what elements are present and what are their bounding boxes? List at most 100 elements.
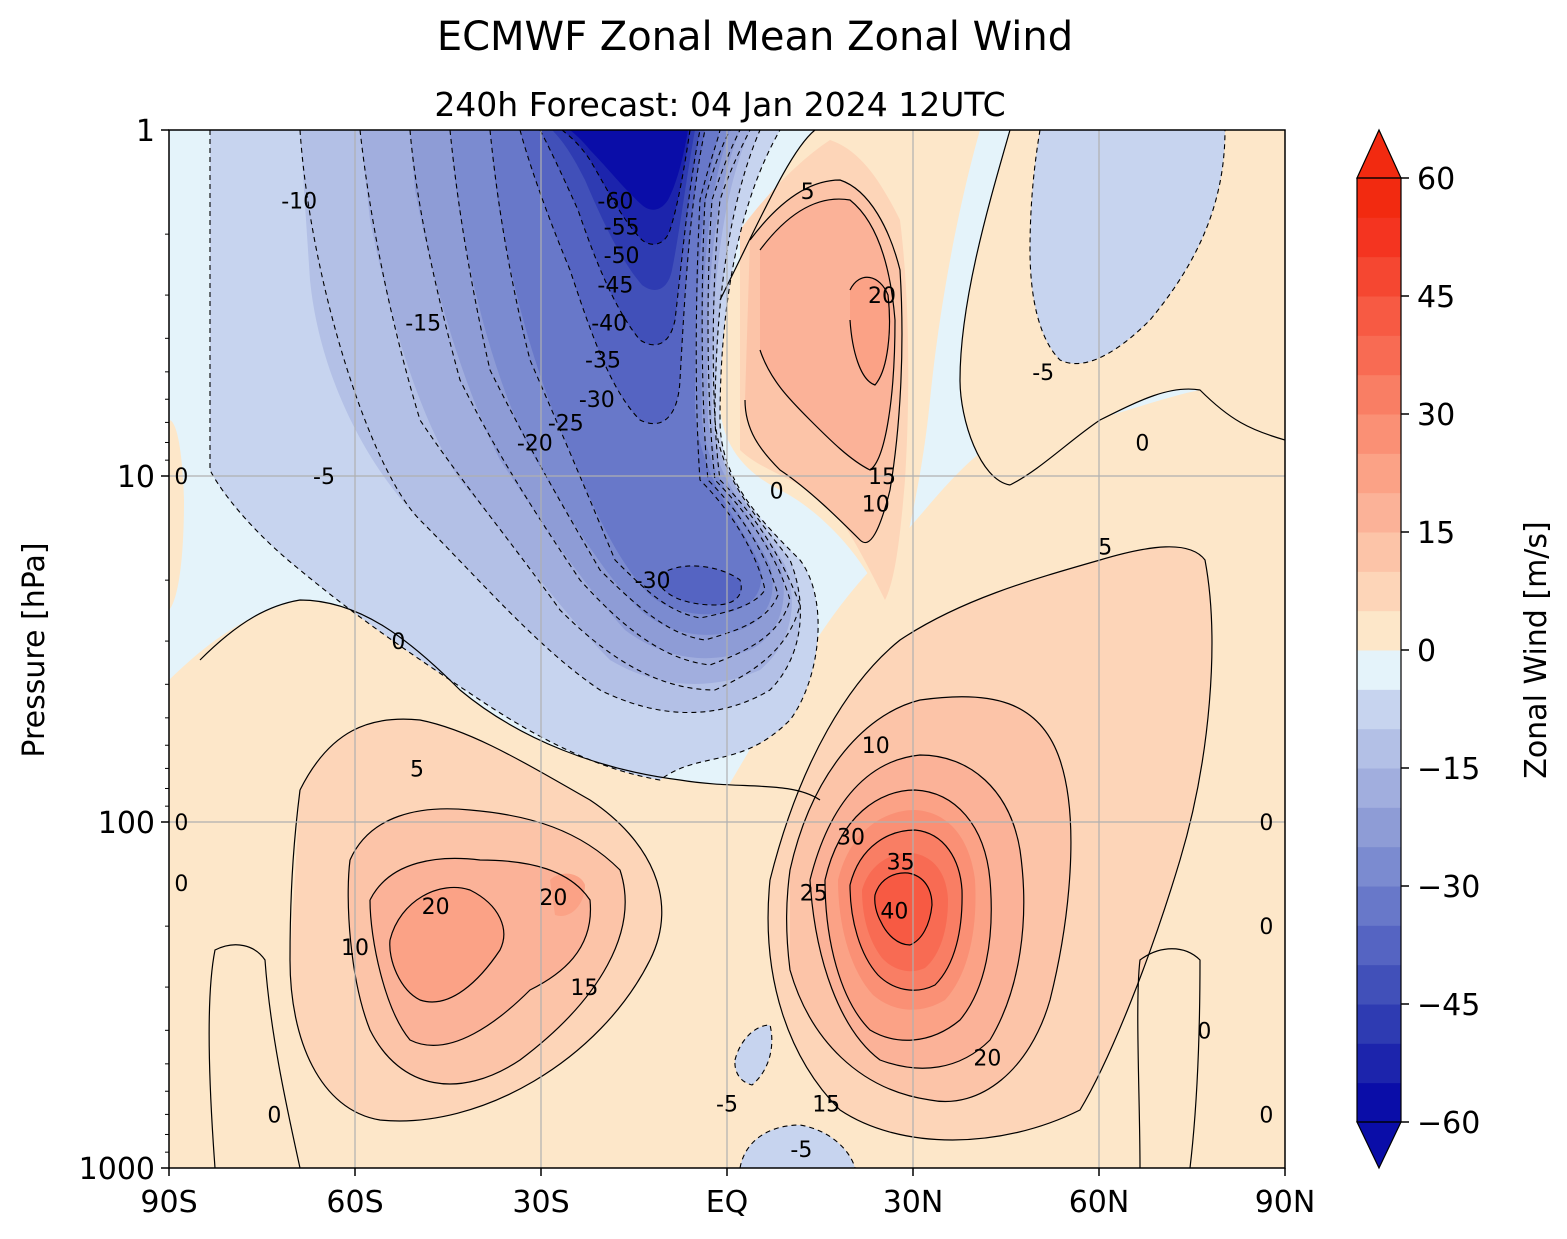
contour-label: 20 <box>422 895 450 920</box>
colorbar-segment <box>1357 807 1401 848</box>
contour-label: 0 <box>1197 1019 1211 1044</box>
colorbar-tick-label: −30 <box>1417 870 1480 905</box>
colorbar-tick-label: −45 <box>1417 988 1480 1023</box>
colorbar-segment <box>1357 964 1401 1005</box>
plot-area: -60-55-50-45-40-35-30-25-20-15-10-5-3005… <box>169 130 1285 1168</box>
contour-label: 15 <box>570 976 598 1001</box>
contour-label: 0 <box>267 1103 281 1128</box>
colorbar-segment <box>1357 650 1401 690</box>
colorbar-segment <box>1357 846 1401 887</box>
contour-label: 20 <box>539 886 567 911</box>
x-tick-label: 30N <box>883 1185 944 1220</box>
contour-lines <box>199 130 1285 1168</box>
contour-label: 0 <box>1259 915 1273 940</box>
contour-label: -20 <box>517 431 553 456</box>
contour-line-20-nh <box>824 789 992 1041</box>
contour-label: -60 <box>597 190 633 215</box>
contour-line-40-nh <box>874 872 933 946</box>
contour-label: 0 <box>174 872 188 897</box>
contour-line-neg-5-nh <box>1029 130 1226 365</box>
colorbar-segment <box>1357 335 1401 376</box>
contour-label: 5 <box>1098 536 1112 561</box>
colorbar-segment <box>1357 768 1401 808</box>
contour-line-0-nh-c <box>1009 388 1285 486</box>
colorbar-segment <box>1357 414 1401 454</box>
contour-label: 0 <box>174 811 188 836</box>
colorbar-tick-label: 0 <box>1417 634 1436 669</box>
contour-line-neg-30 <box>489 130 766 619</box>
colorbar-segment <box>1357 532 1401 572</box>
colorbar-segment <box>1357 571 1401 612</box>
contour-line-20-upper <box>849 276 891 386</box>
contour-label: -5 <box>790 1138 812 1163</box>
x-axis: 90S 60S 30S EQ 30N 60N 90N <box>140 1168 1315 1220</box>
colorbar-tick-label: −15 <box>1417 752 1480 787</box>
contour-line-0-np-sfc <box>1137 948 1201 1168</box>
colorbar-segment <box>1357 610 1401 651</box>
contour-fill-neg-35b <box>660 565 742 605</box>
contour-label: 15 <box>812 1092 840 1117</box>
contour-label: -10 <box>281 190 317 215</box>
contour-label: -55 <box>604 215 640 240</box>
colorbar-segment <box>1357 296 1401 336</box>
contour-fill-neg-55 <box>570 130 688 210</box>
colorbar-segment <box>1357 217 1401 258</box>
contour-label: -5 <box>1032 361 1054 386</box>
contour-line-neg-15 <box>359 130 801 691</box>
contour-label: 35 <box>887 850 915 875</box>
contour-line-neg-50 <box>561 130 691 245</box>
contour-fill-sh-jet-20 <box>389 887 504 1002</box>
x-tick-label: EQ <box>706 1185 749 1220</box>
contour-label: 0 <box>1259 1103 1273 1128</box>
contour-label: 0 <box>770 479 784 504</box>
colorbar-segment <box>1357 492 1401 533</box>
chart-title: ECMWF Zonal Mean Zonal Wind <box>437 14 1073 60</box>
contour-label: 25 <box>800 882 828 907</box>
colorbar-segment <box>1357 256 1401 297</box>
contour-label: -5 <box>716 1092 738 1117</box>
contour-line-neg-35b <box>659 565 742 606</box>
contour-line-15-sh <box>369 857 592 1046</box>
contour-label: -15 <box>405 311 441 336</box>
negative-contour-lines <box>209 130 1226 1168</box>
contour-line-15-upper <box>759 198 896 471</box>
contour-label: 20 <box>973 1047 1001 1072</box>
contour-fill-upper-nh-20 <box>850 277 890 385</box>
y-tick-label: 10 <box>117 460 155 495</box>
colorbar-segment <box>1357 374 1401 415</box>
contour-fill-sp-column <box>169 420 184 610</box>
contour-fill-np-pos <box>1270 350 1285 440</box>
contour-line-0-nh-b <box>959 130 1011 486</box>
contour-label: -30 <box>635 569 671 594</box>
contour-label: 0 <box>174 465 188 490</box>
contour-line-neg-20 <box>409 130 791 666</box>
contour-label: 20 <box>868 284 896 309</box>
colorbar-extend-min <box>1356 1121 1402 1170</box>
contour-line-0-sh <box>199 599 821 801</box>
contour-label: 0 <box>1259 811 1273 836</box>
colorbar-extend-max <box>1356 128 1402 179</box>
colorbar-tick-label: 45 <box>1417 280 1455 315</box>
colorbar-tick-label: 60 <box>1417 162 1455 197</box>
contour-line-neg-35 <box>519 130 706 425</box>
chart-subtitle: 240h Forecast: 04 Jan 2024 12UTC <box>434 85 1005 124</box>
x-tick-label: 60S <box>326 1185 383 1220</box>
contour-fill-sfc-neg-2 <box>734 1025 772 1085</box>
contour-line-neg-5-sfc <box>739 1124 856 1168</box>
contour-label: 10 <box>862 734 890 759</box>
y-tick-label: 1000 <box>79 1152 155 1187</box>
contour-line-neg-25 <box>449 130 779 641</box>
contour-label: 10 <box>862 492 890 517</box>
colorbar: −60 −45 −30 −15 0 15 30 45 60 <box>1356 128 1480 1170</box>
contour-line-15-nh <box>809 754 1025 1069</box>
contour-line-neg-10 <box>299 130 801 714</box>
colorbar-tick-label: −60 <box>1417 1106 1480 1141</box>
contour-label: -35 <box>585 348 621 373</box>
x-tick-label: 30S <box>512 1185 569 1220</box>
contour-label: 10 <box>341 936 369 961</box>
contour-fill-nh-upper-neg-5 <box>1030 130 1225 364</box>
contour-line-0-sp-sfc <box>208 944 301 1168</box>
contour-label: -45 <box>597 274 633 299</box>
colorbar-segment <box>1357 1082 1401 1123</box>
